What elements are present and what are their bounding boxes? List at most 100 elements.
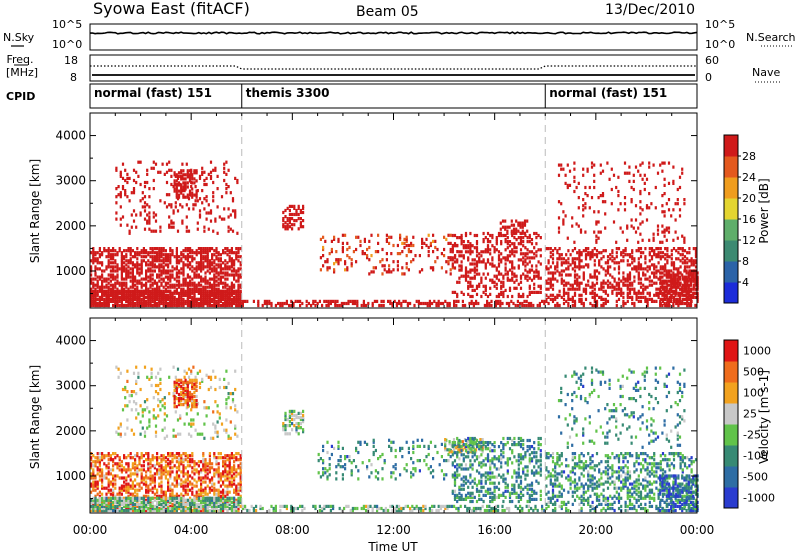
range-gate-cell [667,301,671,306]
range-gate-cell [119,172,122,176]
range-gate-cell [508,288,512,292]
range-gate-cell [222,460,225,464]
range-gate-cell [676,273,679,277]
range-gate-cell [512,229,516,233]
range-gate-cell [206,263,209,267]
range-gate-cell [659,277,662,281]
range-gate-cell [169,253,172,257]
range-gate-cell [233,299,236,303]
range-gate-cell [145,498,148,502]
cpid-frame [89,83,698,109]
range-gate-cell [224,490,227,494]
range-gate-cell [663,279,666,283]
range-gate-cell [694,249,698,253]
range-gate-cell [90,472,93,476]
range-gate-cell [414,254,417,258]
range-gate-cell [131,508,134,513]
range-gate-cell [689,277,693,281]
range-gate-cell [115,201,118,205]
range-gate-cell [456,258,459,262]
range-gate-cell [204,464,207,468]
range-gate-cell [112,484,115,488]
range-gate-cell [156,468,159,472]
range-gate-cell [293,204,296,208]
range-gate-cell [123,496,126,500]
range-gate-cell [158,468,161,472]
range-gate-cell [591,249,594,253]
range-gate-cell [140,277,143,281]
range-gate-cell [136,472,139,476]
range-gate-cell [499,227,502,231]
range-gate-cell [224,247,227,251]
range-gate-cell [612,173,616,177]
range-gate-cell [443,235,446,239]
range-gate-cell [204,490,207,494]
range-gate-cell [147,452,150,456]
range-gate-cell [340,301,343,306]
range-gate-cell [599,171,602,175]
range-gate-cell [573,179,576,183]
range-gate-cell [617,261,621,265]
range-gate-cell [674,279,677,283]
range-gate-cell [211,285,214,289]
range-gate-cell [692,291,695,295]
range-gate-cell [149,263,152,267]
range-gate-cell [299,223,302,227]
range-gate-cell [160,249,163,253]
range-gate-cell [214,168,217,172]
range-gate-cell [593,269,596,273]
range-gate-cell [610,202,613,206]
range-gate-cell [288,208,291,213]
range-gate-cell [449,258,452,262]
range-gate-cell [451,258,454,262]
range-gate-cell [140,478,143,482]
range-gate-cell [500,284,503,288]
range-gate-cell [217,470,220,474]
range-gate-cell [173,267,176,271]
range-gate-cell [103,299,106,303]
range-gate-cell [558,255,561,259]
range-gate-cell [504,248,507,252]
range-gate-cell [209,170,213,174]
range-gate-cell [295,208,298,213]
range-gate-cell [213,492,216,496]
range-gate-cell [152,178,155,183]
range-gate-cell [421,239,424,243]
range-gate-cell [595,301,599,306]
range-gate-cell [334,301,337,306]
range-gate-cell [436,256,439,260]
range-gate-cell [689,273,693,277]
range-gate-cell [504,268,507,272]
range-gate-cell [180,253,183,257]
range-gate-cell [202,255,205,259]
range-gate-cell [480,276,483,280]
range-gate-cell [586,169,589,173]
range-gate-cell [136,251,139,255]
range-gate-cell [648,293,651,297]
range-gate-cell [665,295,668,299]
range-gate-cell [114,259,117,263]
range-gate-cell [215,293,218,297]
power-frame [89,112,698,309]
range-gate-cell [143,185,147,189]
range-gate-cell [467,280,470,284]
range-gate-cell [202,247,205,251]
range-gate-cell [103,456,106,460]
range-gate-cell [284,208,287,213]
range-gate-cell [107,249,110,253]
range-gate-cell [628,295,632,299]
nsky-panel: N.Sky 10^5 10^0 10^5 10^0 N.Search [3,18,796,51]
range-gate-cell [191,287,194,291]
range-gate-cell [391,301,394,306]
range-gate-cell [173,301,176,306]
range-gate-cell [116,506,119,511]
range-gate-cell [184,195,187,199]
range-gate-cell [173,181,176,185]
range-gate-cell [217,468,220,472]
range-gate-cell [118,299,121,303]
range-gate-cell [683,285,686,289]
range-gate-cell [200,478,203,482]
range-gate-cell [584,291,588,295]
range-gate-cell [403,272,406,276]
range-gate-cell [235,295,238,299]
